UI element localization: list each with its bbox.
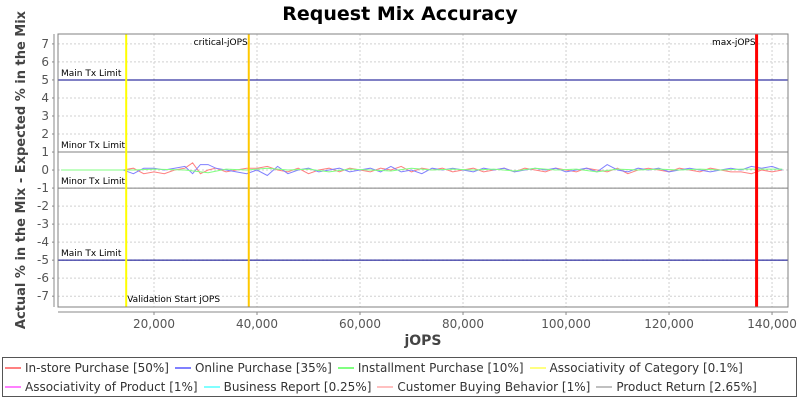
legend-row: In-store Purchase [50%] Online Purchase [… — [3, 358, 796, 377]
x-tick-label: 20,000 — [133, 317, 175, 331]
legend-label: Associativity of Product [1%] — [25, 379, 198, 394]
legend-row: Associativity of Product [1%] Business Re… — [3, 377, 796, 396]
legend-label: Online Purchase [35%] — [194, 360, 332, 375]
x-axis-label: jOPS — [403, 333, 441, 349]
legend-item: Associativity of Product [1%] — [5, 380, 198, 394]
x-tick-label: 100,000 — [541, 317, 591, 331]
y-axis-label: Actual % in the Mix - Expected % in the … — [14, 10, 29, 329]
legend-item: Product Return [2.65%] — [596, 380, 757, 394]
y-tick-label: -5 — [37, 253, 49, 267]
legend-swatch-icon — [5, 385, 21, 388]
x-tick-label: 60,000 — [339, 317, 381, 331]
legend-swatch-icon — [337, 366, 354, 369]
legend-item: Online Purchase [35%] — [174, 360, 332, 375]
series-line — [61, 164, 783, 177]
limit-label: Minor Tx Limit — [61, 141, 126, 151]
limit-label: Main Tx Limit — [61, 249, 122, 259]
legend-label: Business Report [0.25%] — [223, 379, 372, 394]
legend-swatch-icon — [174, 366, 191, 369]
y-tick-label: 1 — [41, 145, 49, 159]
y-tick-label: -3 — [37, 217, 49, 231]
y-tick-label: 7 — [41, 37, 49, 51]
marker-label: Validation Start jOPS — [127, 295, 220, 305]
x-tick-label: 120,000 — [644, 317, 694, 331]
legend-swatch-icon — [5, 366, 21, 369]
legend-item: Business Report [0.25%] — [203, 379, 372, 394]
chart-title: Request Mix Accuracy — [282, 3, 518, 25]
x-tick-label: 80,000 — [442, 317, 484, 331]
y-axis: 7 6 5 4 3 2 1 0 -1 -2 -3 -4 -5 -6 -7 — [37, 34, 55, 307]
y-tick-label: -7 — [37, 289, 49, 303]
legend-item: In-store Purchase [50%] — [5, 361, 169, 375]
y-tick-label: 2 — [41, 127, 49, 141]
y-tick-label: -1 — [37, 181, 49, 195]
legend-item: Customer Buying Behavior [1%] — [377, 380, 590, 394]
x-tick-label: 140,000 — [747, 317, 797, 331]
marker-label: critical-jOPS — [194, 38, 248, 48]
legend-label: Product Return [2.65%] — [616, 379, 757, 394]
y-tick-label: -4 — [37, 235, 49, 249]
series-line — [61, 167, 783, 174]
legend-label: Installment Purchase [10%] — [357, 360, 524, 375]
x-axis: 20,000 40,000 60,000 80,000 100,000 120,000 14… — [58, 311, 797, 331]
legend-item: Installment Purchase [10%] — [337, 360, 524, 375]
legend-item: Associativity of Category [0.1%] — [529, 360, 743, 375]
series-line — [61, 162, 783, 175]
legend-label: In-store Purchase [50%] — [25, 360, 169, 375]
legend-swatch-icon — [596, 385, 613, 388]
legend-swatch-icon — [529, 366, 546, 369]
marker-label: max-jOPS — [712, 38, 756, 48]
data-series — [61, 162, 783, 177]
legend-label: Associativity of Category [0.1%] — [549, 360, 743, 375]
legend-label: Customer Buying Behavior [1%] — [397, 379, 591, 394]
y-tick-label: 3 — [41, 109, 49, 123]
y-tick-label: -2 — [37, 199, 49, 213]
legend-swatch-icon — [203, 385, 220, 388]
x-tick-label: 40,000 — [236, 317, 278, 331]
limit-label: Main Tx Limit — [61, 69, 122, 79]
y-tick-label: -6 — [37, 271, 49, 285]
legend: In-store Purchase [50%] Online Purchase [… — [2, 357, 797, 397]
horizontal-markers: Main Tx Limit Minor Tx Limit Minor Tx Limi… — [58, 69, 788, 261]
plot-frame — [57, 33, 789, 308]
vertical-markers: Validation Start jOPS critical-jOPS max-jO… — [125, 34, 759, 307]
y-tick-label: 5 — [41, 73, 49, 87]
limit-label: Minor Tx Limit — [61, 177, 126, 187]
y-tick-label: 0 — [41, 163, 49, 177]
legend-swatch-icon — [377, 385, 394, 388]
y-tick-label: 4 — [41, 91, 49, 105]
y-tick-label: 6 — [41, 55, 49, 69]
plot-area: Main Tx Limit Minor Tx Limit Minor Tx Limi… — [14, 10, 797, 349]
